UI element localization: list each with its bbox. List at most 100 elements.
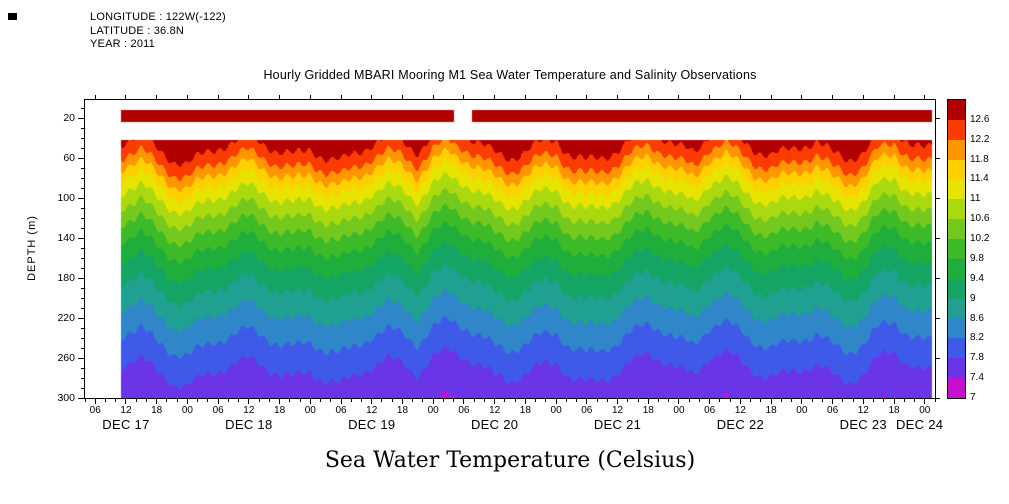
y-axis-title: DEPTH (m) (26, 215, 38, 281)
y-minor-tick (81, 187, 84, 189)
x-tick-label: 00 (550, 405, 562, 416)
colorbar-tick-label: 7.4 (970, 372, 984, 384)
colorbar-segment (948, 100, 965, 120)
y-tick (78, 397, 84, 399)
y-minor-tick (81, 287, 84, 289)
x-minor-tick (729, 399, 731, 402)
x-minor-tick (330, 399, 332, 402)
colorbar-segment (948, 278, 965, 299)
x-tick-top (893, 95, 895, 99)
x-minor-tick (115, 399, 117, 402)
x-minor-tick (750, 399, 752, 402)
x-tick-top (371, 95, 373, 99)
x-tick (340, 399, 342, 404)
date-label: DEC 22 (716, 417, 765, 432)
x-minor-tick (903, 399, 905, 402)
x-tick-label: 12 (489, 405, 501, 416)
x-minor-tick (576, 399, 578, 402)
colorbar-segment (948, 199, 965, 220)
y-tick-label: 100 (57, 192, 75, 204)
x-tick-label: 18 (642, 405, 654, 416)
x-minor-tick (135, 399, 137, 402)
x-tick-top (494, 95, 496, 99)
y-tick (78, 117, 84, 119)
colorbar-tick-label: 7 (970, 392, 976, 403)
date-label: DEC 24 (895, 417, 944, 432)
y-tick-right (936, 317, 940, 319)
x-tick-top (617, 95, 619, 99)
x-tick-label: 00 (673, 405, 685, 416)
x-tick-label: 06 (458, 405, 470, 416)
x-minor-tick (760, 399, 762, 402)
x-tick-label: 00 (427, 405, 439, 416)
plot-title: Hourly Gridded MBARI Mooring M1 Sea Wate… (263, 68, 757, 82)
colorbar-segment (948, 338, 965, 359)
x-tick-top (924, 95, 926, 99)
x-minor-tick (207, 399, 209, 402)
colorbar-tick-label: 9 (970, 292, 976, 304)
y-tick (78, 317, 84, 319)
x-tick-top (94, 95, 96, 99)
date-label: DEC 20 (470, 417, 519, 432)
colorbar-tick-label: 11 (970, 193, 981, 205)
x-tick (401, 399, 403, 404)
x-minor-tick (299, 399, 301, 402)
x-minor-tick (268, 399, 270, 402)
x-tick-top (217, 95, 219, 99)
x-minor-tick (719, 399, 721, 402)
x-tick-top (186, 95, 188, 99)
figure-caption: Sea Water Temperature (Celsius) (324, 448, 696, 473)
y-tick-label: 220 (57, 312, 75, 324)
x-tick (125, 399, 127, 404)
x-minor-tick (258, 399, 260, 402)
y-minor-tick (81, 107, 84, 109)
metadata-block: LONGITUDE : 122W(-122) LATITUDE : 36.8N … (90, 11, 226, 52)
date-label: DEC 21 (593, 417, 642, 432)
y-minor-tick (81, 257, 84, 259)
x-minor-tick (350, 399, 352, 402)
x-tick (94, 399, 96, 404)
x-minor-tick (104, 399, 106, 402)
x-tick-top (463, 95, 465, 99)
y-tick-right (936, 397, 940, 399)
year-label: YEAR : 2011 (90, 38, 155, 50)
x-tick-label: 12 (611, 405, 624, 416)
x-tick (432, 399, 434, 404)
x-minor-tick (545, 399, 547, 402)
x-minor-tick (688, 399, 690, 402)
colorbar-segment (948, 119, 965, 140)
longitude-label: LONGITUDE : 122W(-122) (90, 11, 226, 23)
y-tick-label: 140 (57, 232, 75, 244)
y-tick-label: 300 (57, 392, 75, 404)
date-label: DEC 17 (102, 417, 150, 432)
x-minor-tick (361, 399, 362, 402)
x-tick-top (739, 95, 741, 99)
colorbar-tick-label: 8.6 (970, 312, 984, 324)
y-minor-tick (81, 377, 84, 379)
x-tick-label: 18 (396, 405, 409, 416)
x-minor-tick (473, 399, 475, 402)
colorbar-tick-label: 9.8 (970, 252, 984, 264)
x-tick-label: 06 (89, 405, 101, 416)
colorbar-segment (948, 239, 965, 259)
x-minor-tick (381, 399, 383, 402)
x-minor-tick (197, 399, 199, 402)
y-tick (78, 197, 84, 199)
y-tick-label: 60 (63, 152, 75, 164)
x-tick (309, 399, 311, 404)
x-tick-top (862, 95, 864, 99)
x-minor-tick (668, 399, 670, 402)
y-tick (78, 237, 84, 239)
x-tick-label: 12 (734, 405, 746, 416)
x-minor-tick (289, 399, 291, 402)
date-label: DEC 18 (225, 417, 273, 432)
colorbar-tick-label: 12.6 (970, 113, 990, 125)
x-minor-tick (535, 399, 537, 402)
x-minor-tick (811, 399, 813, 402)
plot-area (84, 99, 936, 399)
x-tick-label: 06 (827, 405, 839, 416)
x-tick-label: 12 (857, 405, 869, 416)
y-minor-tick (81, 307, 84, 309)
x-tick (832, 399, 834, 404)
x-minor-tick (565, 399, 567, 402)
